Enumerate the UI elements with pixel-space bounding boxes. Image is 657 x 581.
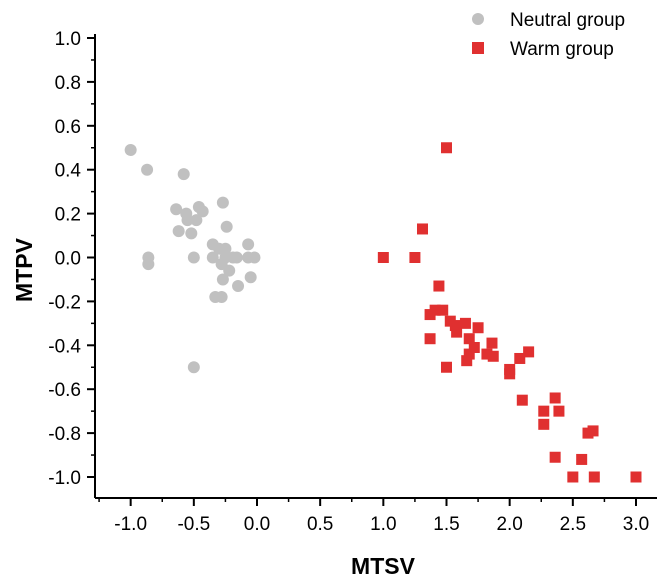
x-tick-label: -1.0 <box>114 514 147 535</box>
x-axis-ticks: -1.0 -0.5 0.0 0.5 1.0 1.5 2.0 2.5 3.0 <box>98 498 649 535</box>
neutral-point <box>242 238 255 251</box>
y-tick-label: -0.2 <box>48 292 81 313</box>
warm-point <box>523 346 535 358</box>
warm-point <box>472 322 484 334</box>
x-tick-label: 1.5 <box>433 514 459 535</box>
warm-point <box>481 348 493 360</box>
y-tick-label: -0.8 <box>48 424 81 445</box>
warm-point <box>538 418 550 430</box>
warm-point <box>461 355 473 367</box>
legend: Neutral group Warm group <box>472 10 625 60</box>
axes <box>94 34 657 499</box>
legend-marker-warm <box>472 42 484 54</box>
y-tick-label: -0.6 <box>48 380 81 401</box>
neutral-point <box>187 251 200 264</box>
y-tick-label: -1.0 <box>48 468 81 489</box>
y-axis-title: MTPV <box>11 237 37 302</box>
neutral-point <box>190 214 203 227</box>
y-tick-label: 0.4 <box>55 161 82 182</box>
y-axis-ticks: 1.0 0.8 0.6 0.4 0.2 0.0 -0.2 -0.4 -0.6 -0.8 -1.0 <box>48 29 95 489</box>
warm-point <box>576 453 588 465</box>
warm-point <box>630 471 642 483</box>
neutral-point <box>187 361 200 374</box>
legend-marker-neutral <box>472 13 484 25</box>
warm-point <box>587 425 599 437</box>
x-tick-label: 0.0 <box>244 514 270 535</box>
x-tick-label: 0.5 <box>307 514 333 535</box>
warm-point <box>416 223 428 235</box>
warm-point <box>538 405 550 417</box>
y-tick-label: 0.6 <box>55 117 81 138</box>
warm-point <box>463 348 475 360</box>
warm-point <box>451 326 463 338</box>
neutral-point <box>215 291 228 304</box>
warm-point <box>459 317 471 329</box>
y-tick-label: 0.2 <box>55 205 81 226</box>
warm-point <box>433 280 445 292</box>
legend-label-neutral: Neutral group <box>510 10 625 31</box>
warm-point <box>468 341 480 353</box>
warm-point <box>514 352 526 364</box>
neutral-point <box>177 168 190 181</box>
neutral-point <box>230 251 243 264</box>
neutral-point <box>232 280 245 293</box>
warm-point <box>487 350 499 362</box>
warm-point <box>504 368 516 380</box>
x-tick-label: 2.0 <box>496 514 522 535</box>
warm-point <box>437 304 449 316</box>
x-tick-label: -0.5 <box>177 514 210 535</box>
warm-point <box>377 252 389 263</box>
y-tick-label: 0.8 <box>55 73 81 94</box>
warm-point <box>553 405 565 417</box>
neutral-point <box>216 273 229 286</box>
y-tick-label: -0.4 <box>48 336 81 357</box>
warm-point <box>449 320 461 332</box>
warm-point <box>486 337 498 349</box>
neutral-point <box>124 143 137 156</box>
neutral-point <box>185 227 198 240</box>
neutral-point <box>141 163 154 176</box>
warm-point <box>549 392 561 404</box>
neutral-point <box>196 205 209 218</box>
neutral-point <box>216 196 229 209</box>
neutral-point <box>220 220 233 233</box>
legend-label-warm: Warm group <box>510 39 614 60</box>
x-tick-label: 3.0 <box>623 514 649 535</box>
x-axis-title: MTSV <box>351 553 416 579</box>
warm-point <box>516 394 528 406</box>
warm-point <box>409 252 421 263</box>
neutral-point <box>170 203 183 216</box>
neutral-point <box>219 242 232 255</box>
y-tick-label: 1.0 <box>55 29 81 50</box>
data-points <box>124 142 642 483</box>
warm-point <box>424 309 436 321</box>
warm-point <box>441 142 452 154</box>
x-tick-label: 1.0 <box>370 514 396 535</box>
warm-point <box>441 361 452 373</box>
warm-point <box>463 333 475 345</box>
neutral-point <box>206 251 219 264</box>
neutral-point <box>248 251 261 264</box>
neutral-point <box>223 264 236 277</box>
neutral-point <box>244 271 257 284</box>
neutral-point <box>172 225 185 238</box>
neutral-point <box>142 258 155 271</box>
warm-point <box>588 471 600 483</box>
y-tick-label: 0.0 <box>55 249 81 270</box>
warm-point <box>549 451 561 463</box>
warm-point <box>424 333 436 345</box>
x-tick-label: 2.5 <box>560 514 586 535</box>
neutral-point <box>181 214 194 227</box>
warm-point <box>567 471 579 483</box>
